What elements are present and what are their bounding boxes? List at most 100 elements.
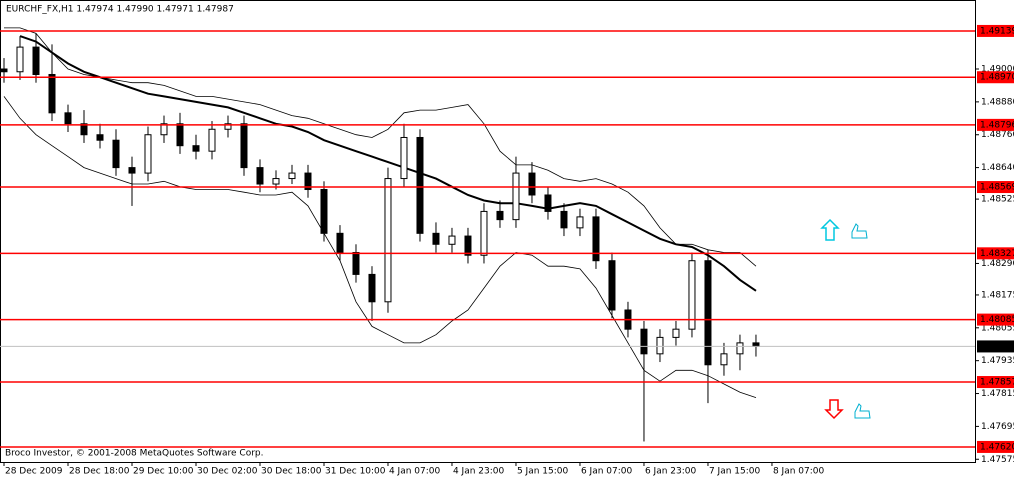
candle-body — [96, 134, 104, 141]
candle-body — [400, 136, 408, 180]
y-tick-label: 1.48525 — [981, 195, 1014, 205]
plot-border — [0, 0, 976, 463]
candle-body — [368, 273, 376, 303]
up-arrow — [820, 218, 840, 241]
candle-body — [80, 123, 88, 136]
level-label: 1.49139 — [980, 26, 1014, 36]
candle-body — [320, 189, 328, 234]
candle-body — [416, 136, 424, 234]
hand-icon — [854, 403, 871, 419]
y-tick-label: 1.49000 — [981, 65, 1014, 75]
candle-body — [464, 235, 472, 256]
level-label-box — [977, 247, 1014, 260]
candle-body — [144, 134, 152, 174]
price-label: 1.47987 — [980, 342, 1014, 352]
level-label-box — [977, 376, 1014, 389]
level-label: 1.48796 — [980, 120, 1014, 130]
level-label-box — [977, 181, 1014, 194]
down-arrow — [824, 399, 844, 420]
price-label-box — [977, 340, 1014, 353]
candle-body — [432, 232, 440, 245]
y-tick-label: 1.48640 — [981, 163, 1014, 173]
x-tick-label: 28 Dec 2009 — [5, 467, 63, 477]
candle-body — [592, 216, 600, 262]
level-label: 1.48327 — [980, 249, 1014, 259]
x-tick-label: 28 Dec 18:00 — [69, 467, 130, 477]
candle-body — [704, 260, 712, 366]
x-tick-label: 8 Jan 07:00 — [773, 467, 825, 477]
candle-body — [752, 342, 760, 347]
y-tick-label: 1.48760 — [981, 130, 1014, 140]
candle-body — [448, 235, 456, 245]
candle-body — [64, 112, 72, 125]
candle-body — [352, 251, 360, 275]
candle-body — [176, 123, 184, 147]
x-tick-label: 4 Jan 23:00 — [453, 467, 505, 477]
candle-body — [16, 46, 24, 73]
candle-body — [256, 167, 264, 185]
x-tick-label: 5 Jan 15:00 — [517, 467, 569, 477]
level-label-box — [977, 24, 1014, 37]
level-label: 1.47857 — [980, 378, 1014, 388]
candle-body — [0, 68, 8, 73]
candle-body — [672, 328, 680, 338]
candle-body — [32, 46, 40, 75]
level-label: 1.48970 — [980, 73, 1014, 83]
level-label-box — [977, 71, 1014, 84]
y-tick-label: 1.47575 — [981, 455, 1014, 465]
y-tick-label: 1.47935 — [981, 356, 1014, 366]
candle-body — [128, 167, 136, 174]
candle-body — [480, 210, 488, 256]
level-label: 1.48085 — [980, 315, 1014, 325]
candle-body — [544, 194, 552, 212]
level-label-box — [977, 118, 1014, 131]
candle-body — [560, 210, 568, 229]
y-tick-label: 1.47695 — [981, 422, 1014, 432]
y-tick-label: 1.47815 — [981, 389, 1014, 399]
candle-body — [512, 172, 520, 221]
candle-body — [288, 172, 296, 180]
candle-body — [272, 178, 280, 185]
x-tick-label: 7 Jan 15:00 — [709, 467, 761, 477]
candle-body — [736, 342, 744, 355]
candle-body — [496, 210, 504, 221]
candle-body — [208, 128, 216, 152]
moving-average — [19, 35, 757, 292]
chart-title: EURCHF_FX,H1 1.47974 1.47990 1.47971 1.4… — [6, 5, 234, 15]
candle-body — [656, 336, 664, 355]
level-label-box — [977, 313, 1014, 326]
y-tick-label: 1.48290 — [981, 259, 1014, 269]
candle-body — [192, 145, 200, 152]
copyright: Broco Investor, © 2001-2008 MetaQuotes S… — [5, 449, 264, 459]
candle-body — [304, 172, 312, 191]
candle-body — [576, 216, 584, 229]
candle-body — [336, 232, 344, 253]
level-label-box — [977, 440, 1014, 453]
x-tick-label: 30 Dec 02:00 — [197, 467, 258, 477]
candle-body — [640, 328, 648, 355]
level-label: 1.47620 — [980, 442, 1014, 452]
y-tick-label: 1.48055 — [981, 323, 1014, 333]
x-tick-label: 6 Jan 23:00 — [645, 467, 697, 477]
candle-body — [48, 73, 56, 114]
hand-icon — [851, 223, 868, 239]
candle-body — [720, 353, 728, 366]
candle-body — [240, 123, 248, 169]
x-tick-label: 6 Jan 07:00 — [581, 467, 633, 477]
y-tick-label: 1.48880 — [981, 97, 1014, 107]
candle-body — [384, 178, 392, 303]
x-tick-label: 30 Dec 18:00 — [261, 467, 322, 477]
candle-body — [608, 260, 616, 311]
x-tick-label: 29 Dec 10:00 — [133, 467, 194, 477]
candle-body — [160, 123, 168, 136]
plot-area — [0, 27, 760, 442]
level-label: 1.48569 — [980, 183, 1014, 193]
candle-body — [688, 260, 696, 330]
candle-body — [224, 123, 232, 130]
bollinger-upper — [4, 27, 757, 267]
candle-body — [112, 139, 120, 169]
y-tick-label: 1.48175 — [981, 290, 1014, 300]
